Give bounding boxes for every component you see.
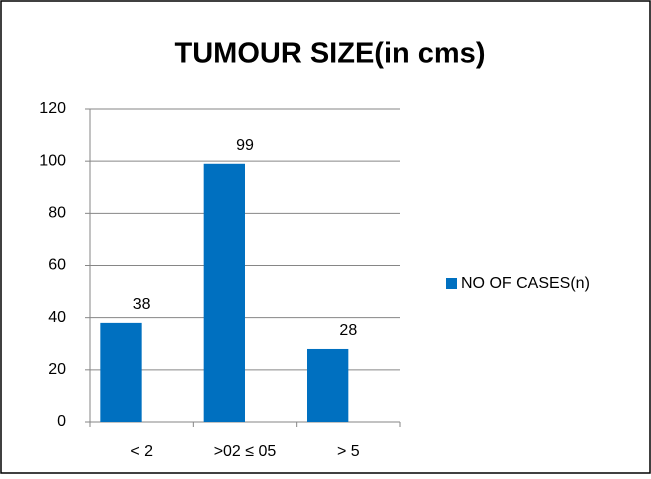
chart-title: TUMOUR SIZE(in cms) (175, 38, 486, 70)
x-tick-label: < 2 (130, 443, 153, 460)
bar (307, 348, 349, 422)
y-tick-label: 100 (39, 152, 66, 169)
y-tick-label: 60 (48, 257, 66, 274)
bar (100, 322, 142, 422)
x-tick-label: >02 ≤ 05 (214, 443, 277, 460)
x-tick-label: > 5 (337, 443, 360, 460)
data-label: 28 (339, 322, 357, 339)
y-tick-label: 80 (48, 205, 66, 222)
y-tick-label: 40 (48, 309, 66, 326)
data-label: 38 (133, 296, 151, 313)
bar (203, 163, 245, 422)
y-tick-label: 0 (57, 413, 66, 430)
y-tick-label: 120 (39, 100, 66, 117)
legend-label: NO OF CASES(n) (461, 275, 590, 292)
data-label: 99 (236, 137, 254, 154)
legend-swatch (446, 278, 457, 289)
y-tick-label: 20 (48, 361, 66, 378)
